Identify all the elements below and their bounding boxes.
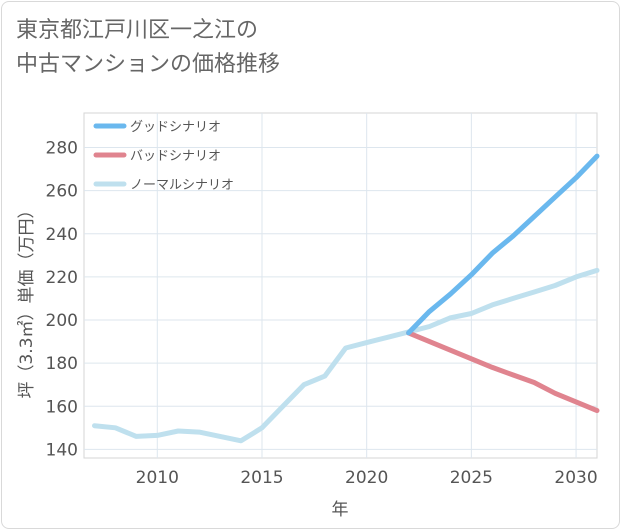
x-tick-label: 2025 [450, 468, 493, 488]
x-tick-label: 2010 [136, 468, 179, 488]
y-tick-label: 160 [46, 397, 78, 417]
chart-title-line1: 東京都江戸川区一之江の [16, 18, 259, 43]
y-tick-label: 240 [46, 225, 78, 245]
y-tick-label: 260 [46, 182, 78, 202]
x-tick-label: 2030 [554, 468, 597, 488]
y-tick-label: 280 [46, 139, 78, 159]
series-line-2 [406, 330, 600, 414]
x-axis-title: 年 [332, 500, 349, 520]
y-axis-title: 坪（3.3㎡）単価（万円） [17, 201, 37, 398]
legend-label: ノーマルシナリオ [130, 178, 234, 193]
series-lines [92, 153, 600, 444]
series-line-3 [92, 267, 600, 444]
x-tick-label: 2020 [345, 468, 388, 488]
legend-label: バッドシナリオ [130, 149, 221, 164]
chart-title-line2: 中古マンションの価格推移 [16, 52, 281, 77]
y-tick-label: 200 [46, 311, 78, 331]
legend-label: グッドシナリオ [130, 120, 221, 135]
y-tick-label: 180 [46, 354, 78, 374]
series-line-1 [406, 153, 600, 336]
plot-area [83, 112, 598, 459]
y-tick-label: 140 [46, 440, 78, 460]
gridlines [84, 113, 597, 458]
chart-title: 東京都江戸川区一之江の 中古マンションの価格推移 [16, 14, 280, 82]
y-tick-label: 220 [46, 268, 78, 288]
tick-labels: 2010 2015 2020 2025 2030 140 160 180 200 220 240 26… [46, 139, 598, 489]
x-tick-label: 2015 [240, 468, 283, 488]
